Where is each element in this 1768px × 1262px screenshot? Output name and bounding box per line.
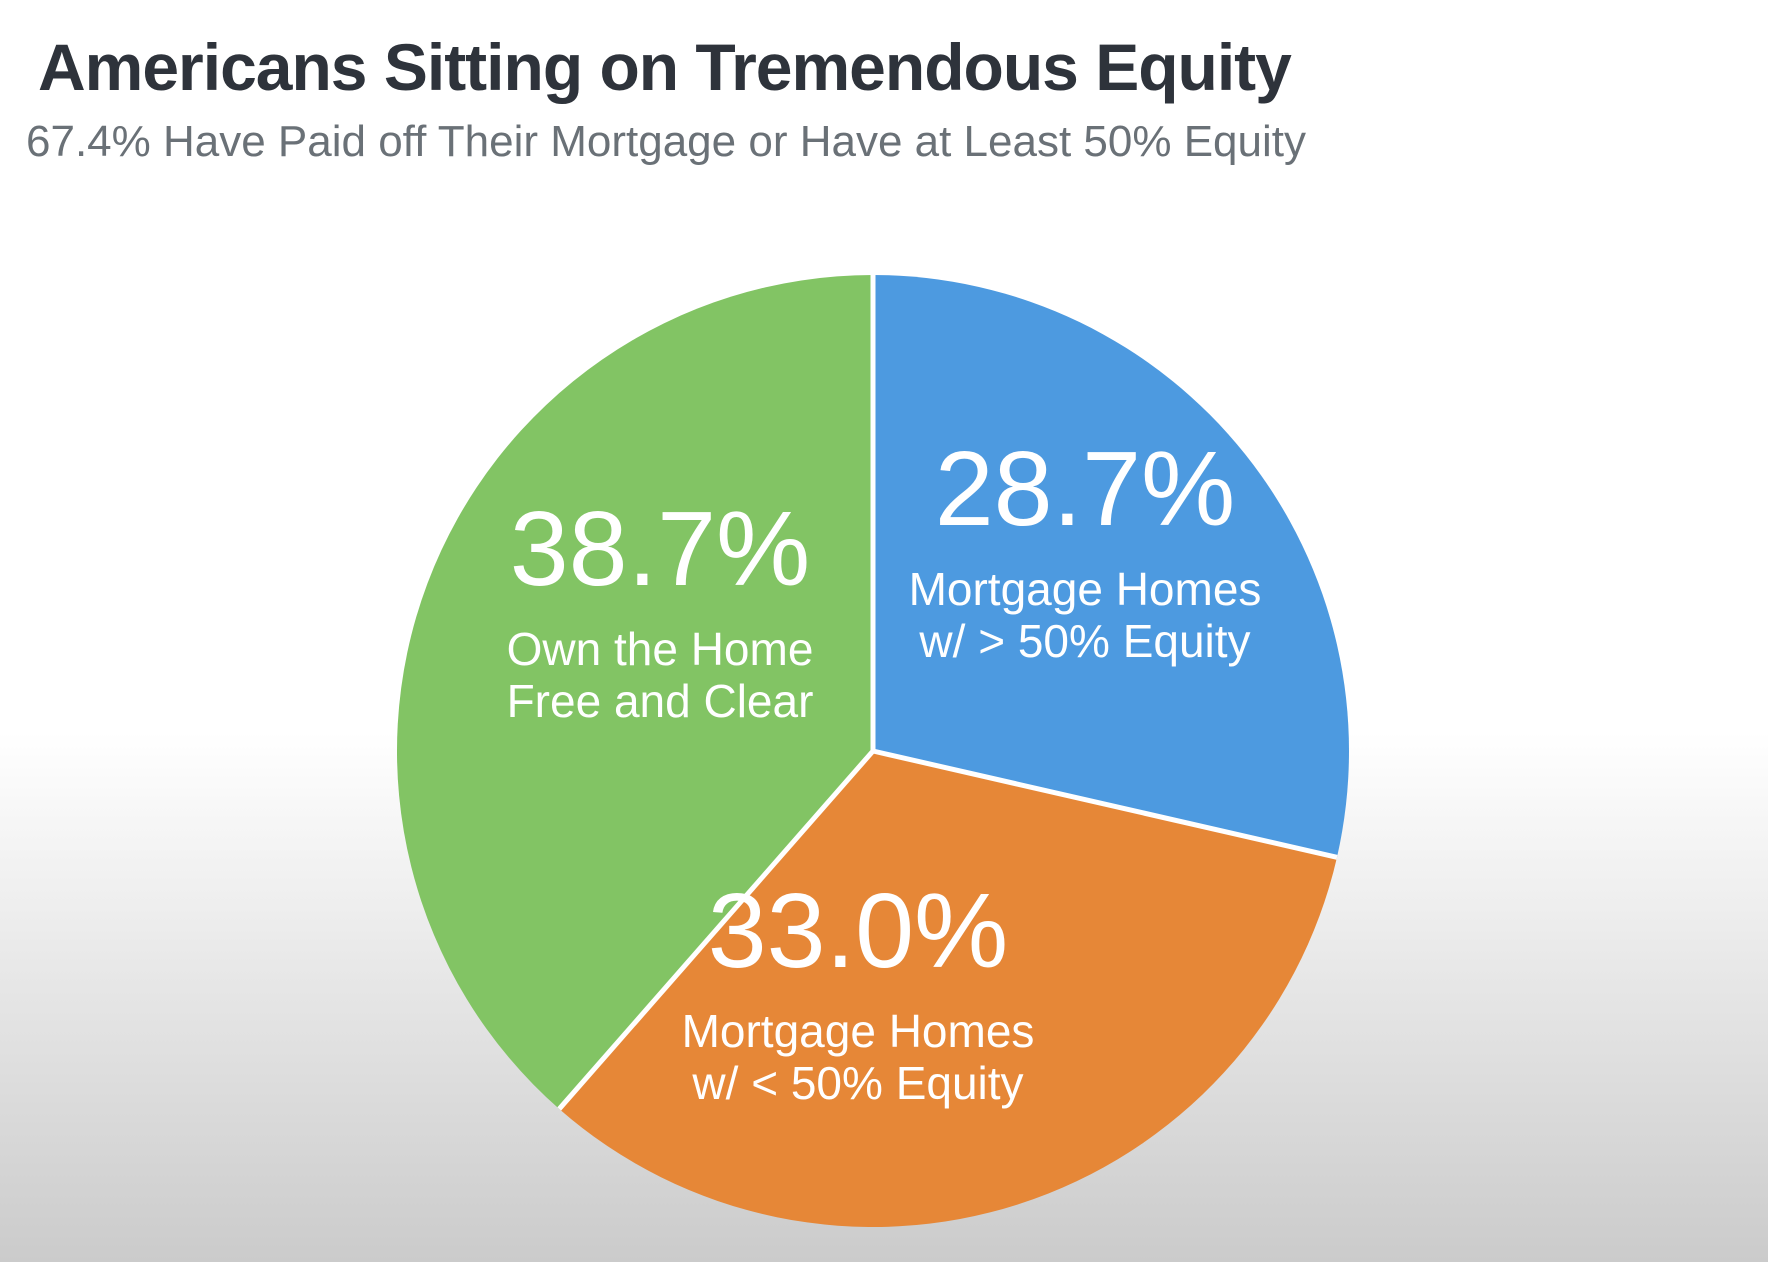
pie-slice-mortgage-gt-50-equity — [873, 275, 1349, 858]
slice-label-line: Free and Clear — [506, 675, 814, 728]
pie-slice-own-free-and-clear — [396, 274, 873, 1109]
header: Americans Sitting on Tremendous Equity 6… — [0, 30, 1768, 169]
pie-chart-svg — [396, 274, 1349, 1228]
slice-label-mortgage-gt-50-equity: 28.7% Mortgage Homes w/ > 50% Equity — [908, 430, 1262, 668]
slice-label-mortgage-lt-50-equity: 33.0% Mortgage Homes w/ < 50% Equity — [681, 872, 1035, 1110]
slice-label-line: Mortgage Homes — [681, 1005, 1035, 1058]
slice-label-line: w/ < 50% Equity — [692, 1057, 1024, 1110]
slice-label-own-free-and-clear: 38.7% Own the Home Free and Clear — [506, 490, 814, 728]
page-subtitle: 67.4% Have Paid off Their Mortgage or Ha… — [26, 116, 1306, 166]
pie-slice-mortgage-lt-50-equity — [559, 751, 1337, 1228]
slice-label-line: Own the Home — [506, 623, 814, 676]
slice-value: 33.0% — [707, 872, 1009, 990]
slice-divider — [872, 748, 1338, 860]
slice-label-line: w/ > 50% Equity — [919, 615, 1251, 668]
slice-value: 38.7% — [509, 490, 811, 608]
slice-divider — [557, 749, 875, 1111]
slice-value: 28.7% — [934, 430, 1236, 548]
slice-label-line: Mortgage Homes — [908, 563, 1262, 616]
page-title: Americans Sitting on Tremendous Equity — [38, 30, 1292, 104]
